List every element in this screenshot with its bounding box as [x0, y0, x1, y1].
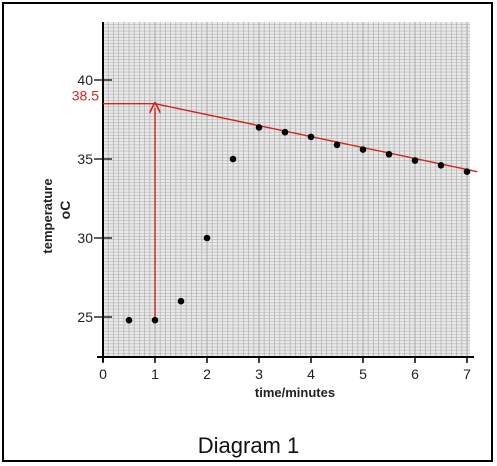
x-tick-label: 3 [255, 366, 263, 382]
data-points [125, 124, 471, 324]
axes [97, 22, 474, 362]
plot-area-background [103, 22, 470, 357]
x-tick-label: 7 [463, 366, 471, 382]
y-tick-label: 40 [77, 72, 93, 88]
data-point [203, 234, 211, 242]
data-point [359, 146, 367, 153]
data-point [151, 316, 159, 324]
x-axis-title: time/minutes [255, 385, 335, 400]
chart: 0 1 2 3 4 5 6 7 25 30 35 40 38.5 temperature oC tim… [40, 22, 478, 400]
extrapolated-value-label: 38.5 [72, 88, 99, 104]
data-point [281, 128, 289, 136]
data-point [177, 297, 185, 305]
ticks: 0 1 2 3 4 5 6 7 25 30 35 40 [77, 72, 471, 382]
data-point [307, 133, 315, 141]
x-tick-label: 2 [203, 366, 211, 382]
data-point [411, 157, 419, 164]
x-tick-label: 0 [99, 366, 107, 382]
x-tick-label: 4 [307, 366, 315, 382]
y-axis-unit: oC [57, 201, 73, 220]
y-tick-label: 35 [77, 151, 93, 167]
trend-line [154, 103, 478, 173]
x-tick-label: 1 [151, 366, 159, 382]
data-point [437, 162, 445, 169]
data-point [463, 168, 471, 175]
grid [103, 22, 470, 357]
figure-caption: Diagram 1 [197, 433, 300, 458]
y-tick-label: 25 [77, 309, 93, 325]
data-point [229, 155, 237, 163]
extrapolation-annotation: 38.5 [72, 88, 478, 321]
y-axis-title: temperature [40, 178, 55, 253]
data-point [125, 316, 133, 324]
data-point [385, 150, 393, 158]
data-point [333, 141, 341, 149]
x-tick-label: 5 [359, 366, 367, 382]
y-tick-label: 30 [77, 230, 93, 246]
data-point [255, 124, 263, 131]
x-tick-label: 6 [411, 366, 419, 382]
